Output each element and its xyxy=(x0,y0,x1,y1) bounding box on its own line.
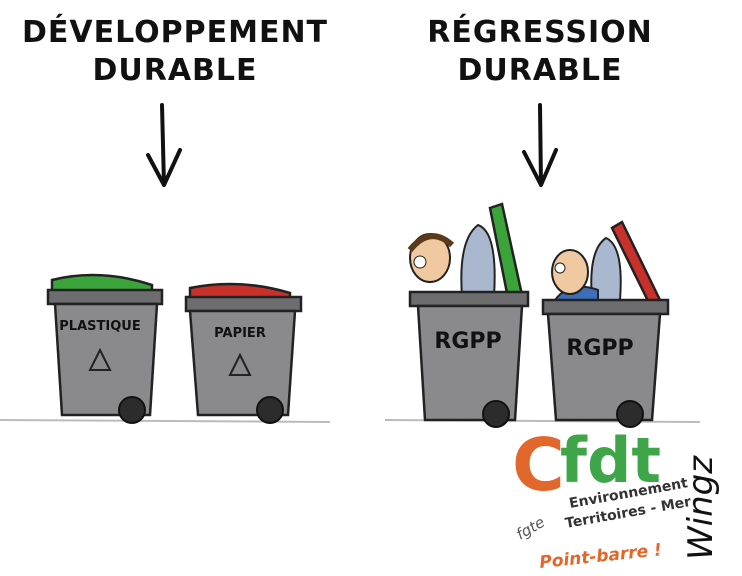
ground xyxy=(0,420,330,422)
bin: RGPP xyxy=(410,204,528,427)
arrow xyxy=(148,105,180,185)
cartoon: DÉVELOPPEMENT DURABLE RÉGRESSION DURABLE… xyxy=(0,0,742,576)
rim xyxy=(186,297,301,311)
bin: RGPP xyxy=(543,222,668,427)
eye xyxy=(414,256,426,268)
ghost-figure xyxy=(461,225,494,296)
bin: PAPIER xyxy=(186,284,301,423)
eye xyxy=(555,263,565,273)
signature: Wingz xyxy=(681,455,721,560)
panel-title: DURABLE xyxy=(92,53,257,88)
bin: PLASTIQUE xyxy=(48,275,162,423)
bin-label: RGPP xyxy=(566,336,633,361)
arrow xyxy=(524,105,556,185)
wheel xyxy=(483,401,509,427)
wheel xyxy=(257,397,283,423)
logo: C fdt fgte Environnement Territoires - M… xyxy=(512,423,692,573)
bin-body xyxy=(418,306,522,420)
bin-label: RGPP xyxy=(434,329,501,354)
logo-mark: C xyxy=(512,423,565,507)
panel-title: DURABLE xyxy=(457,53,622,88)
bin-label: PLASTIQUE xyxy=(59,319,140,334)
wheel xyxy=(119,397,145,423)
bin-label: PAPIER xyxy=(214,326,266,341)
logo-slogan: Point-barre ! xyxy=(538,540,662,573)
rim xyxy=(410,292,528,306)
bin-body xyxy=(548,314,660,420)
rim xyxy=(48,290,162,304)
rim xyxy=(543,300,668,314)
panel-title: DÉVELOPPEMENT xyxy=(22,14,328,50)
logo-prefix: fgte xyxy=(513,513,548,544)
panel-title: RÉGRESSION xyxy=(427,14,652,50)
